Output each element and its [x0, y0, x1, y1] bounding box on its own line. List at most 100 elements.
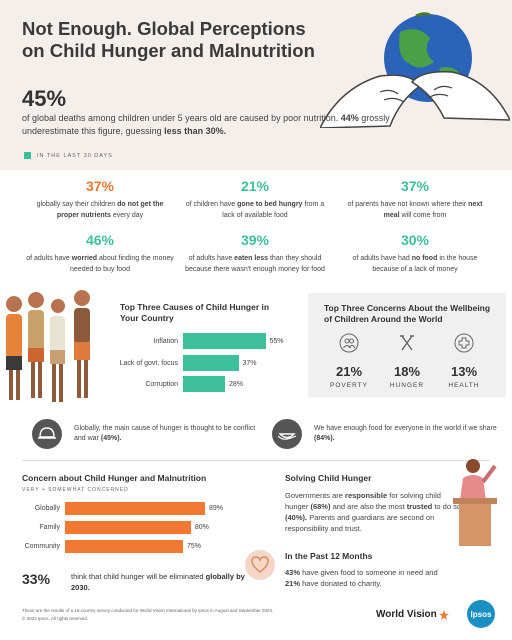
concern-bar — [65, 540, 183, 553]
stat-card: 37% globally say their children do not g… — [25, 178, 175, 221]
stat-card: 46% of adults have worried about finding… — [25, 232, 175, 275]
children-illustration — [6, 290, 90, 402]
legend: IN THE LAST 30 DAYS — [24, 152, 113, 159]
cause-label: Inflation — [153, 337, 178, 345]
stat-bold: eaten less — [234, 255, 269, 262]
page-title: Not Enough. Global Perceptions on Child … — [22, 18, 315, 61]
stat-number: 37% — [400, 178, 430, 194]
stat-card: 21% of children have gone to bed hungry … — [180, 178, 330, 221]
concern-bar-value: 75% — [186, 543, 201, 550]
stat-text: of adults have worried about finding the… — [25, 253, 175, 275]
conflict-note: Globally, the main cause of hunger is th… — [32, 416, 262, 452]
stat-card: 39% of adults have eaten less than they … — [180, 232, 330, 275]
people-icon — [339, 333, 359, 353]
solving-t1: Governments are — [285, 491, 343, 500]
stat-number: 46% — [85, 232, 115, 248]
eliminate-text-a: think that child hunger will be eliminat… — [71, 572, 204, 581]
stat-bold: worried — [71, 255, 98, 262]
past-l1b: have given food to someone in need and — [302, 568, 438, 577]
food-note-text: We have enough food for everyone in the … — [314, 424, 497, 444]
stat-text: of adults have eaten less than they shou… — [180, 253, 330, 275]
stat-post: about finding the money needed to buy fo… — [70, 255, 174, 273]
concerns-panel: Top Three Concerns About the Wellbeing o… — [308, 293, 506, 397]
speaker-podium-illustration — [453, 459, 497, 546]
food-share-icon — [272, 419, 302, 449]
world-vision-star-icon — [438, 609, 449, 620]
stat-text: of parents have not known where their ne… — [340, 199, 490, 221]
stat-number: 21% — [240, 178, 270, 194]
solving-t4: (68%) — [310, 502, 331, 511]
concern-poverty: 21% POVERTY — [321, 333, 377, 389]
footer: These are the results of a 16-country su… — [22, 607, 352, 623]
concern-chart-subtitle: VERY + SOMEWHAT CONCERNED — [22, 487, 129, 493]
concern-health: 13% HEALTH — [436, 333, 492, 389]
cause-label: Corruption — [145, 380, 178, 388]
solving-t7: to do so — [434, 502, 461, 511]
stat-text: of adults have had no food in the house … — [340, 253, 490, 275]
solving-title: Solving Child Hunger — [285, 473, 372, 483]
stat-pre: of adults have — [26, 255, 70, 262]
cause-row: Corruption 28% — [110, 376, 243, 392]
concern-label: HEALTH — [448, 382, 480, 389]
legend-swatch — [24, 152, 31, 159]
divider — [22, 460, 490, 461]
headline-desc: of global deaths among children under 5 … — [22, 112, 402, 138]
past-l1a: 43% — [285, 568, 301, 577]
cause-value-label: 37% — [242, 359, 257, 367]
concern-bar-value: 80% — [194, 524, 209, 531]
headline-pct: 45% — [22, 86, 67, 111]
heart-hands-icon — [245, 550, 275, 580]
stat-bold: do not get the proper nutrients — [56, 201, 164, 219]
stat-post: from a lack of available food — [222, 201, 325, 219]
stat-text: globally say their children do not get t… — [25, 199, 175, 221]
solving-t9: Parents and guardians are second on resp… — [285, 513, 435, 533]
stat-bold: no food — [411, 255, 438, 262]
cause-row: Inflation 55% — [110, 333, 284, 349]
headline-desc-d: less than 30%. — [164, 126, 227, 136]
legend-text: IN THE LAST 30 DAYS — [37, 152, 113, 159]
cause-row: Lack of govt. focus 37% — [110, 355, 257, 371]
causes-title: Top Three Causes of Child Hunger in Your… — [120, 302, 270, 323]
stat-post: in the house because of a lack of money — [372, 255, 478, 273]
eliminate-text: think that child hunger will be eliminat… — [71, 571, 261, 593]
cause-label: Lack of govt. focus — [119, 359, 178, 367]
stat-number: 30% — [400, 232, 430, 248]
ipsos-logo: Ipsos — [467, 600, 495, 628]
eliminate-text-b: globally by 2030. — [71, 572, 245, 592]
solving-t8: (40%). — [285, 513, 308, 522]
concern-row: Family 80% — [22, 521, 209, 534]
past-l2a: 21% — [285, 579, 301, 588]
past-l2b: have donated to charity. — [302, 579, 382, 588]
stat-pre: of children have — [185, 201, 236, 208]
stat-post: every day — [112, 212, 144, 219]
stat-pre: of adults have had — [352, 255, 410, 262]
stat-pre: globally say their children — [36, 201, 116, 208]
conflict-note-text: Globally, the main cause of hunger is th… — [74, 424, 262, 444]
food-text-a: We have enough food for everyone in the … — [314, 425, 497, 432]
concerns-title: Top Three Concerns About the Wellbeing o… — [324, 303, 491, 324]
concern-pct: 18% — [393, 364, 421, 379]
stat-bold: next meal — [383, 201, 483, 219]
helmet-icon — [32, 419, 62, 449]
cause-bar — [183, 355, 239, 371]
stat-bold: gone to bed hungry — [237, 201, 303, 208]
world-vision-logo-text: World Vision — [376, 609, 437, 620]
footer-line1: These are the results of a 16-country su… — [22, 608, 274, 613]
fork-knife-icon — [400, 335, 414, 351]
conflict-text-b: (45%). — [100, 435, 122, 442]
stat-pre: of parents have not known where their — [347, 201, 467, 208]
stat-post: will come from — [401, 212, 447, 219]
stat-pre: of adults have — [188, 255, 233, 262]
concern-bar — [65, 502, 205, 515]
food-note: We have enough food for everyone in the … — [272, 416, 497, 452]
concern-pct: 13% — [450, 364, 478, 379]
concern-bar-label: Globally — [34, 505, 60, 512]
cause-value-label: 55% — [269, 337, 284, 345]
concern-row: Community 75% — [22, 540, 201, 553]
concern-row: Globally 89% — [22, 502, 223, 515]
world-vision-logo: World Vision — [376, 609, 449, 620]
concern-bar-value: 89% — [209, 505, 224, 512]
cause-bar — [183, 333, 266, 349]
footer-line2: © 2023 Ipsos. All rights reserved. — [22, 616, 89, 621]
concern-label: POVERTY — [330, 382, 368, 389]
